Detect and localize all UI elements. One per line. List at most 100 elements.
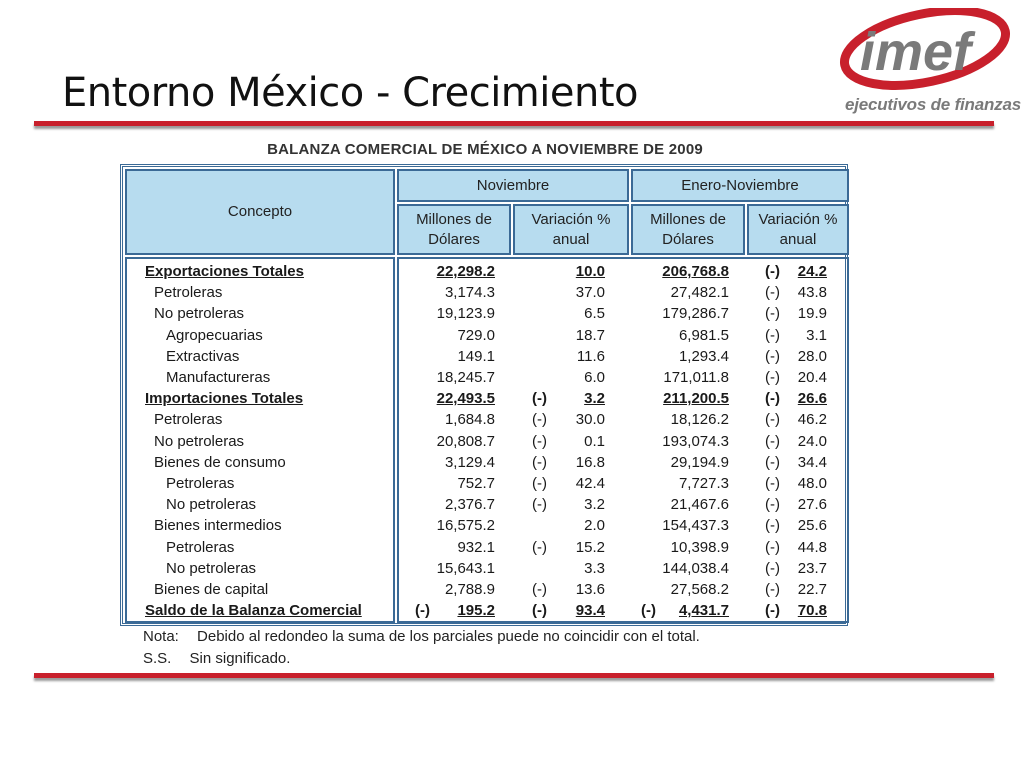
row-label: No petroleras bbox=[154, 432, 245, 450]
table-row: Importaciones Totales 22,493.5 (-) 3.2 211,2… bbox=[123, 388, 851, 409]
table-row: Petroleras 752.7 (-) 42.4 7,727.3 (-) 48.0 bbox=[123, 473, 851, 494]
logo-tagline: ejecutivos de finanzas bbox=[844, 95, 1021, 114]
table-row: Agropecuarias 729.0 18.7 6,981.5 (-) 3.1 bbox=[123, 325, 851, 346]
note-key: Nota: bbox=[143, 628, 179, 645]
values-column-body bbox=[397, 257, 849, 623]
jn-millions-value: 7,727.3 bbox=[678, 475, 729, 492]
jn-variation-value: 26.6 bbox=[797, 390, 827, 408]
header-nov-variation: Variación % anual bbox=[513, 204, 629, 255]
table-row: Exportaciones Totales 22,298.2 10.0 206,768… bbox=[123, 261, 851, 282]
jn-variation-value: 24.0 bbox=[797, 432, 827, 450]
table-row: Petroleras 3,174.3 37.0 27,482.1 (-) 43.8 bbox=[123, 282, 851, 303]
nov-variation-value: 93.4 bbox=[575, 602, 605, 620]
header-jn-variation: Variación % anual bbox=[747, 204, 849, 255]
jn-millions-value: 171,011.8 bbox=[663, 369, 729, 386]
jn-millions-value: 27,568.2 bbox=[670, 581, 729, 598]
jn-variation-value: 24.2 bbox=[797, 263, 827, 280]
nov-millions-value: 18,245.7 bbox=[436, 369, 495, 386]
jn-millions-value: 10,398.9 bbox=[670, 538, 729, 556]
jn-millions-value: 206,768.8 bbox=[662, 263, 729, 280]
jn-variation-sign: (-) bbox=[765, 284, 780, 302]
jn-variation-sign: (-) bbox=[765, 602, 780, 620]
jn-variation-sign: (-) bbox=[765, 263, 780, 280]
jn-variation-value: 20.4 bbox=[797, 369, 827, 386]
jn-millions-value: 1,293.4 bbox=[678, 347, 729, 365]
bottom-red-divider bbox=[34, 673, 994, 678]
row-label: No petroleras bbox=[154, 305, 245, 323]
table-row: No petroleras 20,808.7 (-) 0.1 193,074.3 (-) 2… bbox=[123, 431, 851, 452]
jn-variation-value: 46.2 bbox=[797, 411, 827, 429]
jn-variation-sign: (-) bbox=[765, 538, 780, 556]
table-row: (-) (-) Saldo de la Balanza Comercial 195.2… bbox=[123, 600, 851, 621]
header-concept: Concepto bbox=[125, 169, 395, 255]
concept-column-body bbox=[125, 257, 395, 623]
header-november: Noviembre bbox=[397, 169, 629, 202]
nov-variation-sign: (-) bbox=[532, 390, 547, 408]
ss-text: Sin significado. bbox=[189, 650, 291, 667]
header-jn-millions: Millones de Dólares bbox=[631, 204, 745, 255]
jn-variation-sign: (-) bbox=[765, 496, 780, 514]
jn-variation-sign: (-) bbox=[765, 475, 780, 492]
nov-variation-value: 15.2 bbox=[575, 538, 605, 556]
nov-millions-value: 932.1 bbox=[457, 538, 495, 556]
nov-variation-value: 10.0 bbox=[575, 263, 605, 280]
jn-variation-value: 28.0 bbox=[797, 347, 827, 365]
nov-millions-value: 3,129.4 bbox=[444, 453, 495, 471]
imef-logo: imef ejecutivos de finanzas bbox=[812, 8, 1021, 116]
nov-millions-value: 149.1 bbox=[457, 347, 495, 365]
nov-variation-value: 6.5 bbox=[584, 305, 605, 323]
nov-variation-value: 11.6 bbox=[576, 347, 605, 365]
jn-variation-sign: (-) bbox=[765, 347, 780, 365]
jn-variation-value: 70.8 bbox=[797, 602, 827, 620]
row-label: Manufactureras bbox=[166, 369, 271, 386]
table-row: Petroleras 932.1 (-) 15.2 10,398.9 (-) 44.8 bbox=[123, 537, 851, 558]
jn-variation-sign: (-) bbox=[765, 559, 780, 577]
jn-millions-value: 6,981.5 bbox=[678, 326, 729, 344]
slide-title: Entorno México - Crecimiento bbox=[62, 70, 639, 116]
table-row: Bienes de capital 2,788.9 (-) 13.6 27,568.2 (… bbox=[123, 579, 851, 600]
note-line: Nota: Debido al redondeo la suma de los … bbox=[143, 628, 700, 645]
table-row: Manufactureras 18,245.7 6.0 171,011.8 (-) 20.… bbox=[123, 367, 851, 388]
table-row: Extractivas 149.1 11.6 1,293.4 (-) 28.0 bbox=[123, 346, 851, 367]
jn-variation-sign: (-) bbox=[765, 432, 780, 450]
nov-variation-value: 3.2 bbox=[584, 496, 605, 514]
jn-millions-value: 154,437.3 bbox=[662, 517, 729, 535]
header-jan-nov: Enero-Noviembre bbox=[631, 169, 849, 202]
jn-millions-value: 27,482.1 bbox=[670, 284, 729, 302]
jn-variation-value: 48.0 bbox=[797, 475, 827, 492]
nov-variation-sign: (-) bbox=[532, 475, 547, 492]
jn-variation-value: 27.6 bbox=[797, 496, 827, 514]
jn-variation-value: 44.8 bbox=[797, 538, 827, 556]
jn-variation-sign: (-) bbox=[765, 581, 780, 598]
table-row: No petroleras 2,376.7 (-) 3.2 21,467.6 (-) 27.… bbox=[123, 494, 851, 515]
nov-variation-value: 30.0 bbox=[575, 411, 605, 429]
table-title: BALANZA COMERCIAL DE MÉXICO A NOVIEMBRE … bbox=[267, 141, 703, 158]
jn-millions-value: 4,431.7 bbox=[678, 602, 729, 620]
row-label: Importaciones Totales bbox=[145, 390, 304, 408]
jn-variation-value: 19.9 bbox=[797, 305, 827, 323]
nov-variation-sign: (-) bbox=[532, 411, 547, 429]
table-row: Bienes de consumo 3,129.4 (-) 16.8 29,194.9 (… bbox=[123, 452, 851, 473]
row-label: Petroleras bbox=[166, 538, 235, 556]
row-label: Petroleras bbox=[166, 475, 235, 492]
jn-millions-value: 18,126.2 bbox=[670, 411, 729, 429]
nov-variation-value: 16.8 bbox=[575, 453, 605, 471]
nov-variation-sign: (-) bbox=[532, 453, 547, 471]
nov-variation-value: 3.2 bbox=[584, 390, 605, 408]
table-row: Bienes intermedios 16,575.2 2.0 154,437.3 (-… bbox=[123, 515, 851, 536]
nov-variation-sign: (-) bbox=[532, 432, 547, 450]
nov-variation-value: 13.6 bbox=[575, 581, 605, 598]
jn-variation-sign: (-) bbox=[765, 517, 780, 535]
row-label: Extractivas bbox=[166, 347, 240, 365]
row-label: Bienes intermedios bbox=[154, 517, 282, 535]
jn-variation-sign: (-) bbox=[765, 326, 780, 344]
jn-variation-sign: (-) bbox=[765, 390, 780, 408]
row-label: Saldo de la Balanza Comercial bbox=[145, 602, 362, 620]
top-red-divider bbox=[34, 121, 994, 126]
jn-variation-value: 23.7 bbox=[797, 559, 827, 577]
nov-millions-value: 3,174.3 bbox=[444, 284, 495, 302]
table-row: Petroleras 1,684.8 (-) 30.0 18,126.2 (-) 46.2 bbox=[123, 409, 851, 430]
nov-millions-value: 19,123.9 bbox=[436, 305, 495, 323]
nov-millions-sign: (-) bbox=[415, 602, 430, 620]
jn-variation-sign: (-) bbox=[765, 453, 780, 471]
